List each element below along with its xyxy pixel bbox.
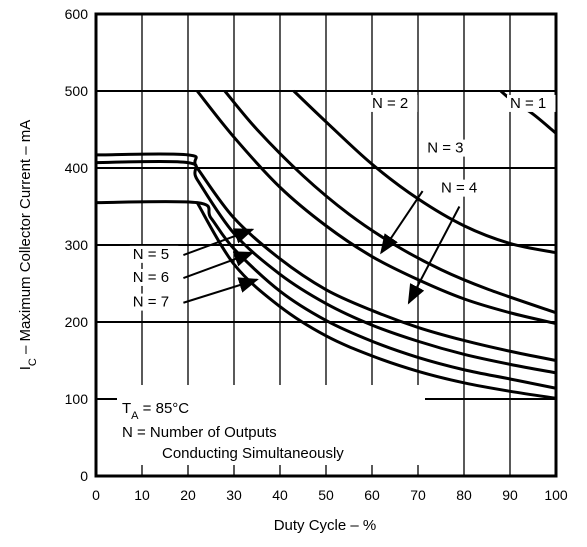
tick-labels: 0 10 20 30 40 50 60 70 80 90 100 0 100 200 300 400 500 60… — [65, 6, 568, 503]
x-tick-label: 50 — [318, 487, 334, 503]
y-tick-label: 300 — [65, 237, 89, 253]
y-tick-label: 600 — [65, 6, 89, 22]
series-label: N = 1 — [510, 95, 546, 112]
x-tick-label: 90 — [502, 487, 518, 503]
series-label: N = 6 — [133, 269, 169, 286]
x-tick-label: 0 — [92, 487, 100, 503]
series-line — [196, 90, 557, 326]
series-label-background — [129, 245, 179, 263]
series-line — [292, 89, 557, 255]
x-tick-label: 70 — [410, 487, 426, 503]
n-definition-line1: N = Number of Outputs — [122, 424, 277, 441]
series-line — [95, 200, 557, 390]
series-label: N = 5 — [133, 246, 169, 263]
y-tick-label: 200 — [65, 314, 89, 330]
x-tick-label: 80 — [456, 487, 472, 503]
series-label: N = 2 — [372, 95, 408, 112]
x-tick-label: 30 — [226, 487, 242, 503]
y-axis-label-sub: C — [27, 358, 39, 366]
plot-frame — [94, 12, 558, 478]
series-label: N = 3 — [427, 140, 463, 157]
y-axis-label: IC – Maximum Collector Current – mA — [17, 120, 39, 371]
y-tick-label: 400 — [65, 160, 89, 176]
x-tick-label: 100 — [544, 487, 568, 503]
x-tick-label: 10 — [134, 487, 150, 503]
ta-sub: A — [131, 410, 139, 422]
label-arrow — [183, 251, 255, 280]
x-tick-label: 20 — [180, 487, 196, 503]
y-tick-label: 100 — [65, 391, 89, 407]
y-axis-label-rest: – Maximum Collector Current – mA — [17, 120, 34, 358]
series-labels: N = 1 N = 2 N = 3 N = 4 N = 5 N = 6 N = 7 — [129, 94, 556, 311]
grid-lines — [96, 14, 556, 476]
x-tick-label: 40 — [272, 487, 288, 503]
ta-main: T — [122, 400, 131, 417]
series-label-background — [424, 139, 473, 157]
series-line — [195, 201, 557, 400]
y-tick-label: 0 — [80, 468, 88, 484]
series-label-background — [369, 94, 418, 112]
series-line — [95, 152, 557, 362]
series-label: N = 4 — [441, 180, 477, 197]
n-definition-line2: Conducting Simultaneously — [162, 445, 344, 462]
series-line — [95, 159, 557, 375]
label-arrows — [183, 190, 461, 305]
series-label: N = 7 — [133, 294, 169, 311]
annotation-background — [117, 385, 425, 465]
series-label-background — [129, 293, 179, 311]
ta-annotation: TA = 85°C — [122, 400, 189, 422]
x-axis-label: Duty Cycle – % — [274, 517, 377, 534]
ta-rest: = 85°C — [139, 400, 190, 417]
y-axis-label-main: I — [17, 366, 34, 370]
label-arrow — [380, 190, 424, 255]
y-tick-label: 500 — [65, 83, 89, 99]
series-line — [223, 90, 557, 315]
series-label-background — [438, 179, 487, 197]
series-label-background — [129, 268, 179, 286]
label-arrow — [407, 206, 461, 305]
series-label-background — [507, 94, 556, 112]
condition-annotation: TA = 85°C N = Number of Outputs Conducti… — [117, 385, 425, 465]
series-lines — [95, 89, 557, 400]
x-tick-label: 60 — [364, 487, 380, 503]
label-arrow — [183, 228, 255, 256]
label-arrow — [183, 277, 259, 304]
